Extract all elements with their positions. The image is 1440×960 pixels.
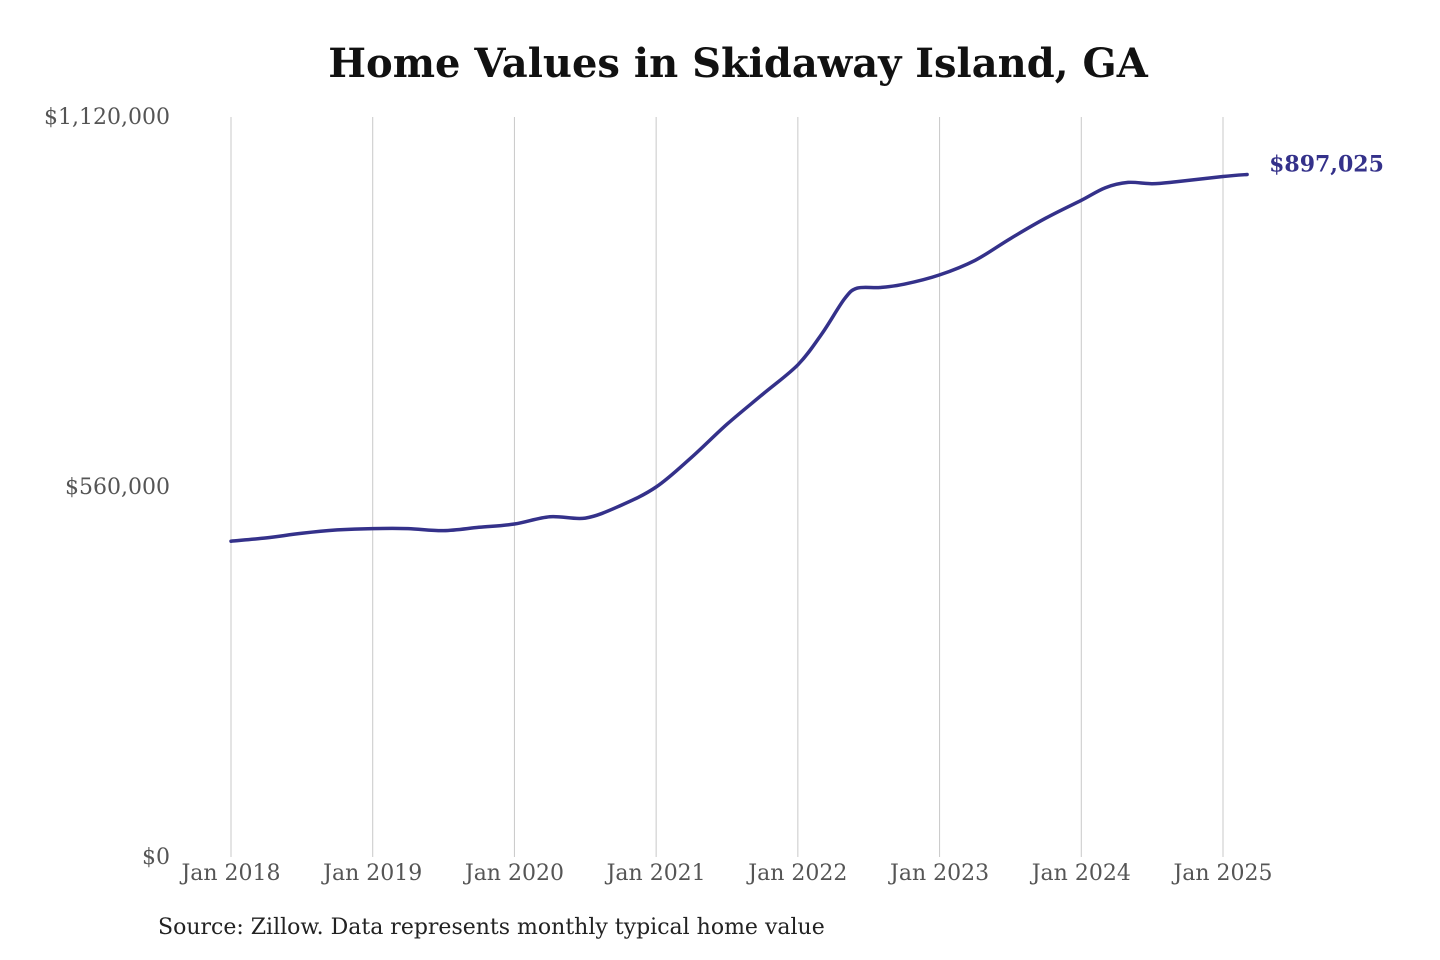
series-end-value-label: $897,025: [1269, 151, 1384, 177]
y-tick-label: $560,000: [65, 475, 170, 500]
source-note: Source: Zillow. Data represents monthly …: [158, 915, 825, 940]
gridlines: [230, 117, 1224, 857]
x-tick-label: Jan 2022: [746, 861, 847, 886]
y-axis-ticks: $0 $560,000 $1,120,000: [44, 105, 170, 870]
chart-title: Home Values in Skidaway Island, GA: [328, 40, 1148, 87]
x-tick-label: Jan 2025: [1171, 861, 1272, 886]
y-tick-label: $0: [142, 845, 170, 870]
x-tick-label: Jan 2018: [179, 861, 280, 886]
x-tick-label: Jan 2019: [321, 861, 422, 886]
x-tick-label: Jan 2021: [605, 861, 706, 886]
x-axis-ticks: Jan 2018 Jan 2019 Jan 2020 Jan 2021 Jan 2022…: [179, 861, 1272, 886]
x-tick-label: Jan 2020: [463, 861, 564, 886]
x-tick-label: Jan 2024: [1030, 861, 1131, 886]
x-tick-label: Jan 2023: [888, 861, 989, 886]
y-tick-label: $1,120,000: [44, 105, 170, 130]
series-line: [229, 172, 1249, 543]
series: $897,025: [229, 151, 1384, 543]
